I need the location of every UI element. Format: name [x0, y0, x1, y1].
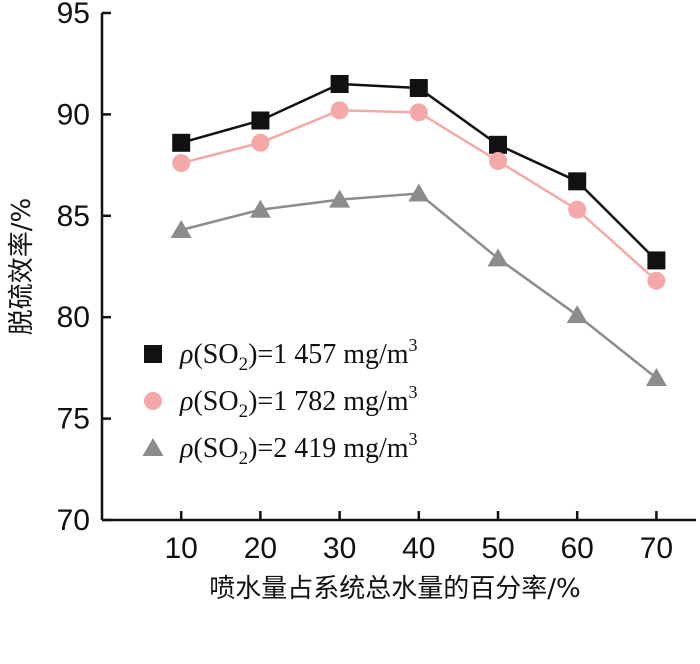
legend-label-1: ρ(SO2)=1 457 mg/m3 — [179, 335, 418, 375]
legend-text-part: 3 — [409, 429, 418, 449]
legend-text-part: ρ — [179, 386, 193, 417]
series-2-point — [330, 101, 349, 120]
series-3-point — [249, 199, 271, 218]
y-ticks: 70 75 80 85 90 95 — [57, 0, 111, 537]
x-tick-label: 30 — [323, 532, 356, 565]
y-tick-label: 90 — [57, 98, 90, 131]
legend-text-part: 3 — [409, 382, 418, 402]
y-axis-title: 脱硫效率/% — [7, 198, 37, 335]
series-2-point — [647, 271, 666, 290]
series-1-point — [172, 133, 191, 152]
series-3-point — [408, 183, 430, 202]
x-tick-label: 10 — [165, 532, 198, 565]
legend-text-part: 2 — [239, 448, 249, 469]
legend-text-part: =2 419 mg/m — [257, 433, 408, 464]
legend-text-part: (SO — [193, 339, 238, 370]
series-3-point — [645, 368, 667, 387]
legend-text-part: ) — [248, 386, 257, 417]
y-tick-label: 85 — [57, 200, 90, 233]
series-markers — [170, 74, 667, 387]
legend-text-part: ) — [248, 339, 257, 370]
y-tick-label: 70 — [57, 504, 90, 537]
y-tick-label: 80 — [57, 301, 90, 334]
series-2-point — [489, 152, 507, 171]
series-1-point — [409, 79, 428, 98]
series-1-point — [330, 74, 349, 93]
series-3-point — [487, 248, 509, 267]
legend-text-part: (SO — [193, 386, 238, 417]
x-tick-label: 20 — [244, 532, 277, 565]
x-tick-label: 60 — [561, 532, 594, 565]
series-3-point — [329, 189, 351, 208]
y-tick-label: 95 — [57, 0, 90, 30]
series-2-point — [251, 133, 270, 152]
legend-label-3: ρ(SO2)=2 419 mg/m3 — [179, 429, 418, 469]
legend-text-part: (SO — [193, 433, 238, 464]
y-tick-label: 75 — [57, 403, 90, 436]
legend-marker-1 — [144, 345, 162, 363]
legend-marker-3 — [142, 438, 164, 456]
legend-text-part: ρ — [179, 433, 193, 464]
axes — [100, 13, 696, 522]
series-2-point — [409, 103, 428, 122]
legend: ρ(SO2)=1 457 mg/m3ρ(SO2)=1 782 mg/m3ρ(SO… — [142, 335, 418, 469]
legend-text-part: =1 782 mg/m — [257, 386, 408, 417]
legend-text-part: ρ — [179, 339, 193, 370]
legend-text-part: =1 457 mg/m — [257, 339, 408, 370]
series-1-point — [489, 135, 507, 154]
x-tick-label: 40 — [402, 532, 435, 565]
x-ticks: 10 20 30 40 50 60 70 — [165, 511, 673, 565]
legend-text-part: ) — [248, 433, 257, 464]
series-3-point — [566, 305, 588, 324]
x-axis-title: 喷水量占系统总水量的百分率/% — [209, 574, 580, 604]
legend-marker-2 — [144, 392, 162, 410]
series-1-point — [568, 172, 587, 191]
legend-text-part: 3 — [409, 335, 418, 355]
x-tick-label: 70 — [640, 532, 673, 565]
series-2-point — [172, 154, 191, 173]
legend-label-2: ρ(SO2)=1 782 mg/m3 — [179, 382, 418, 422]
series-1-point — [647, 251, 666, 270]
series-3-point — [170, 219, 192, 238]
series-1-point — [251, 111, 270, 130]
x-tick-label: 50 — [481, 532, 514, 565]
legend-text-part: 2 — [239, 401, 249, 422]
legend-text-part: 2 — [239, 354, 249, 375]
series-2-point — [568, 200, 587, 219]
